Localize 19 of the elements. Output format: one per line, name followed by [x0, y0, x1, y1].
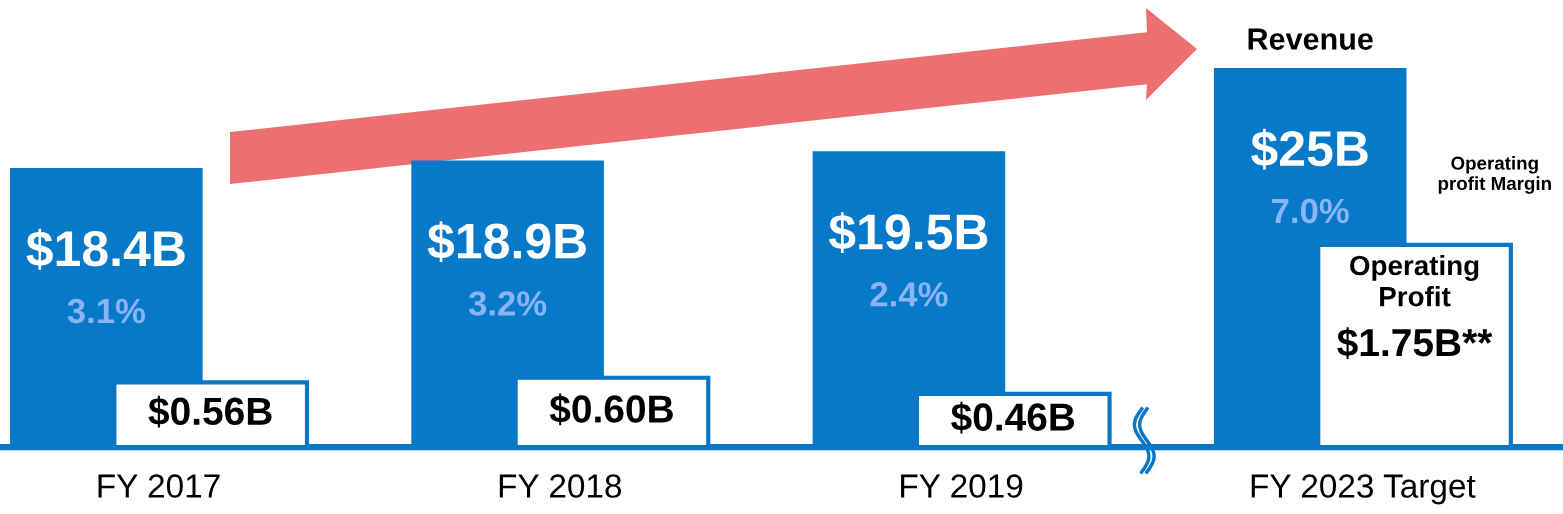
series-label: Revenue [1248, 28, 1373, 50]
annotation: 3.1% [67, 298, 145, 324]
data-label: $19.5B [828, 212, 988, 253]
data-label: $1.75B** [1337, 327, 1493, 359]
series-label: Operating Profit [1350, 254, 1479, 307]
annotation: 7.0% [1272, 198, 1349, 224]
data-label: $0.46B [951, 401, 1075, 434]
data-label: $0.60B [549, 393, 673, 426]
x-tick-label: FY 2018 [499, 474, 622, 498]
x-tick-label: FY 2017 [98, 474, 220, 498]
annotation: 2.4% [870, 282, 948, 307]
data-label: $0.56B [148, 395, 272, 428]
data-label: $25B [1251, 128, 1368, 170]
x-tick-label: FY 2019 [901, 474, 1023, 498]
data-label: $18.4B [26, 228, 185, 270]
annotation: 3.2% [468, 291, 547, 316]
data-label: $18.9B [427, 221, 586, 263]
x-tick-label: FY 2023 Target [1251, 474, 1476, 505]
annotation: Operating profit Margin [1438, 156, 1551, 194]
